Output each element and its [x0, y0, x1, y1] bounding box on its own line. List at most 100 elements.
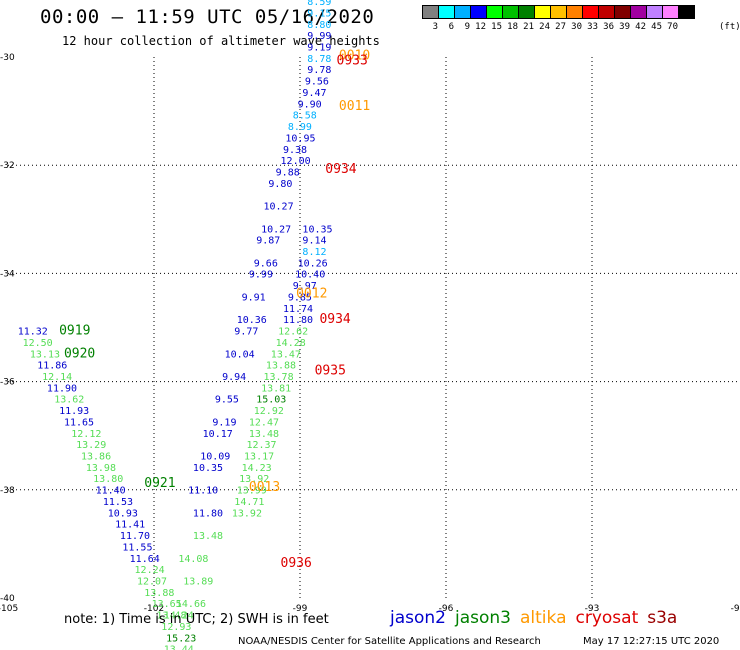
pass-time-label: 0935	[315, 364, 346, 379]
pass-time-labels: 0919 0920 0921 0010 0011 0012 0013 0933 0934 0934…	[59, 49, 370, 571]
swh-value-label: 12.24	[135, 565, 165, 576]
legend-label: 27	[555, 22, 566, 32]
swh-value-label: 13.92	[239, 474, 269, 485]
legend-label: 15	[491, 22, 502, 32]
swh-value-label: 12.47	[249, 417, 279, 428]
pass-time-label: 0921	[144, 476, 175, 491]
satellite-legend: jason2 jason3 altika cryosat s3a	[390, 608, 686, 628]
swh-value-label: 13.86	[81, 452, 111, 463]
lon-tick-label: -96	[439, 604, 454, 614]
swh-value-label: 8.59	[307, 0, 331, 8]
swh-value-label: 10.26	[298, 258, 328, 269]
swh-value-label: 11.86	[37, 361, 67, 372]
swh-value-label: 11.41	[115, 520, 145, 531]
swh-value-label: 13.17	[244, 452, 274, 463]
swh-value-label: 10.35	[302, 224, 332, 235]
swh-value-label: 13.48	[156, 611, 186, 622]
swh-value-label: 10.95	[285, 133, 315, 144]
legend-label: 24	[539, 22, 550, 32]
legend-label: 9	[464, 22, 470, 32]
swh-value-label: 13.80	[93, 474, 123, 485]
lon-tick-label: -93	[585, 604, 600, 614]
swh-value-label: 9.15	[307, 8, 331, 19]
swh-value-label: 8.99	[288, 122, 312, 133]
swh-value-label: 12.00	[281, 156, 311, 167]
swh-value-label: 9.90	[298, 99, 322, 110]
swh-value-label: 15.03	[256, 395, 286, 406]
swh-value-label: 11.53	[103, 497, 133, 508]
swh-value-label: 10.93	[108, 508, 138, 519]
swh-value-label: 9.99	[249, 270, 273, 281]
swh-value-label: 10.09	[200, 452, 230, 463]
swh-value-label: 13.98	[86, 463, 116, 474]
swh-value-label: 11.40	[96, 486, 126, 497]
swh-value-label: 11.80	[193, 508, 223, 519]
pass-time-label: 0934	[325, 162, 356, 177]
credit-text: NOAA/NESDIS Center for Satellite Applica…	[238, 636, 541, 647]
swh-value-label: 11.10	[188, 486, 218, 497]
legend-label: 39	[619, 22, 630, 32]
swh-value-label: 10.17	[203, 429, 233, 440]
swh-value-label: 13.47	[271, 349, 301, 360]
swh-value-label: 14.08	[178, 554, 208, 565]
swh-value-label: 9.94	[222, 372, 246, 383]
legend-swatches	[422, 5, 695, 19]
legend-label: 3	[432, 22, 438, 32]
swh-value-label: 13.81	[261, 383, 291, 394]
map-grid	[8, 57, 738, 598]
swh-value-label: 10.04	[225, 349, 255, 360]
lat-tick-label: -34	[0, 269, 15, 279]
swh-value-label: 9.77	[234, 327, 258, 338]
swh-value-label: 12.93	[161, 622, 191, 633]
swh-value-label: 11.70	[120, 531, 150, 542]
lon-tick-label: -102	[144, 604, 164, 614]
swh-value-label: 12.92	[254, 406, 284, 417]
swh-value-label: 8.80	[307, 20, 331, 31]
swh-value-label: 10.27	[261, 224, 291, 235]
swh-value-label: 10.27	[264, 202, 294, 213]
pass-time-label: 0010	[339, 49, 370, 64]
satellite-name: cryosat	[575, 608, 639, 628]
swh-value-label: 9.19	[212, 417, 236, 428]
swh-value-label: 12.07	[137, 576, 167, 587]
swh-value-label: 8.12	[302, 247, 326, 258]
legend-label: 33	[587, 22, 598, 32]
swh-value-label: 10.35	[193, 463, 223, 474]
legend-label: 30	[571, 22, 582, 32]
swh-value-label: 9.66	[254, 258, 278, 269]
lon-tick-label: -105	[0, 604, 18, 614]
swh-value-label: 8.78	[307, 54, 331, 65]
satellite-name: jason2	[390, 608, 446, 628]
lat-tick-label: -32	[0, 161, 15, 171]
swh-value-label: 11.74	[283, 304, 313, 315]
swh-value-label: 11.32	[18, 327, 48, 338]
swh-value-label: 14.71	[234, 497, 264, 508]
satellite-name: jason3	[455, 608, 511, 628]
swh-value-label: 11.55	[122, 542, 152, 553]
satellite-name: altika	[520, 608, 567, 628]
lat-tick-label: -38	[0, 486, 15, 496]
swh-value-label: 9.97	[293, 281, 317, 292]
swh-value-label: 10.36	[237, 315, 267, 326]
swh-values: 11.3212.5013.1311.8612.1411.9013.6211.93…	[18, 0, 333, 650]
satellite-name: s3a	[647, 608, 678, 628]
legend-label: 36	[603, 22, 614, 32]
page-title: 00:00 – 11:59 UTC 05/16/2020	[40, 6, 375, 28]
legend-label: 6	[448, 22, 454, 32]
lat-tick-label: -30	[0, 53, 15, 63]
lon-tick-label: -99	[293, 604, 308, 614]
pass-time-label: 0933	[337, 54, 368, 69]
pass-time-label: 0011	[339, 99, 370, 114]
swh-value-label: 13.88	[144, 588, 174, 599]
swh-value-label: 12.12	[71, 429, 101, 440]
swh-value-label: 9.80	[268, 179, 292, 190]
swh-value-label: 11.90	[47, 383, 77, 394]
swh-value-label: 13.65	[152, 599, 182, 610]
lat-tick-label: -36	[0, 378, 15, 388]
swh-value-label: 14.66	[176, 599, 206, 610]
swh-value-label: 11.93	[59, 406, 89, 417]
swh-value-label: 9.56	[305, 77, 329, 88]
swh-value-label: 8.58	[293, 111, 317, 122]
swh-value-label: 9.47	[302, 88, 326, 99]
